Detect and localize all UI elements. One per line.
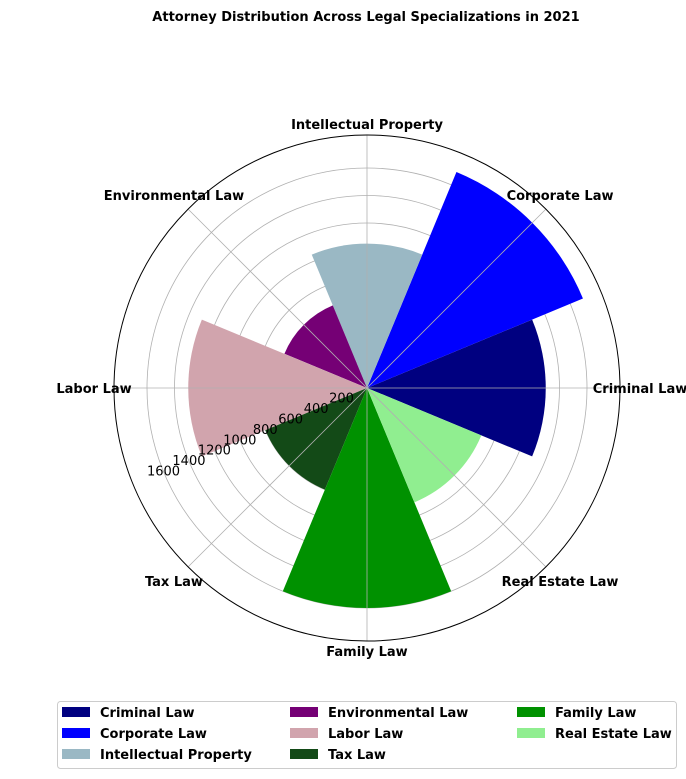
legend-swatch-labor-law <box>290 728 318 738</box>
legend-label-tax-law: Tax Law <box>328 748 386 763</box>
legend-label-environmental-law: Environmental Law <box>328 706 468 721</box>
category-label-family-law: Family Law <box>326 645 407 660</box>
radial-tick-label: 600 <box>278 412 303 427</box>
radial-tick-label: 1600 <box>147 465 180 480</box>
legend: Criminal Law Corporate Law Intellectual Pr… <box>57 701 677 769</box>
radial-tick-label: 1200 <box>198 444 231 459</box>
category-label-corporate-law: Corporate Law <box>507 189 614 204</box>
legend-label-labor-law: Labor Law <box>328 727 403 742</box>
category-label-intellectual-property: Intellectual Property <box>291 118 443 133</box>
category-label-labor-law: Labor Law <box>56 382 131 397</box>
legend-label-intellectual-property: Intellectual Property <box>100 748 252 763</box>
legend-label-criminal-law: Criminal Law <box>100 706 195 721</box>
spoke-line <box>187 387 368 568</box>
radial-tick-label: 800 <box>253 423 278 438</box>
spoke-line <box>187 208 368 389</box>
legend-label-family-law: Family Law <box>555 706 636 721</box>
radial-tick-label: 1400 <box>172 454 205 469</box>
spoke-line <box>366 208 547 389</box>
category-labels: Criminal Law Corporate Law Intellectual Pr… <box>56 118 686 660</box>
legend-swatch-corporate-law <box>62 728 90 738</box>
category-label-criminal-law: Criminal Law <box>593 382 686 397</box>
legend-label-real-estate-law: Real Estate Law <box>555 727 672 742</box>
legend-swatch-real-estate-law <box>517 728 545 738</box>
legend-swatch-environmental-law <box>290 707 318 717</box>
radial-tick-label: 200 <box>329 391 354 406</box>
legend-swatch-intellectual-property <box>62 749 90 759</box>
legend-swatch-criminal-law <box>62 707 90 717</box>
polar-frame <box>113 134 621 642</box>
legend-frame <box>57 701 677 769</box>
legend-swatch-family-law <box>517 707 545 717</box>
category-label-tax-law: Tax Law <box>145 575 203 590</box>
category-label-real-estate-law: Real Estate Law <box>502 575 619 590</box>
radial-tick-label: 400 <box>304 402 329 417</box>
angular-gridlines <box>114 135 620 641</box>
category-label-environmental-law: Environmental Law <box>104 189 244 204</box>
spoke-line <box>366 387 547 568</box>
chart-title: Attorney Distribution Across Legal Speci… <box>152 10 579 25</box>
legend-label-corporate-law: Corporate Law <box>100 727 207 742</box>
legend-swatch-tax-law <box>290 749 318 759</box>
radial-tick-label: 1000 <box>223 433 256 448</box>
